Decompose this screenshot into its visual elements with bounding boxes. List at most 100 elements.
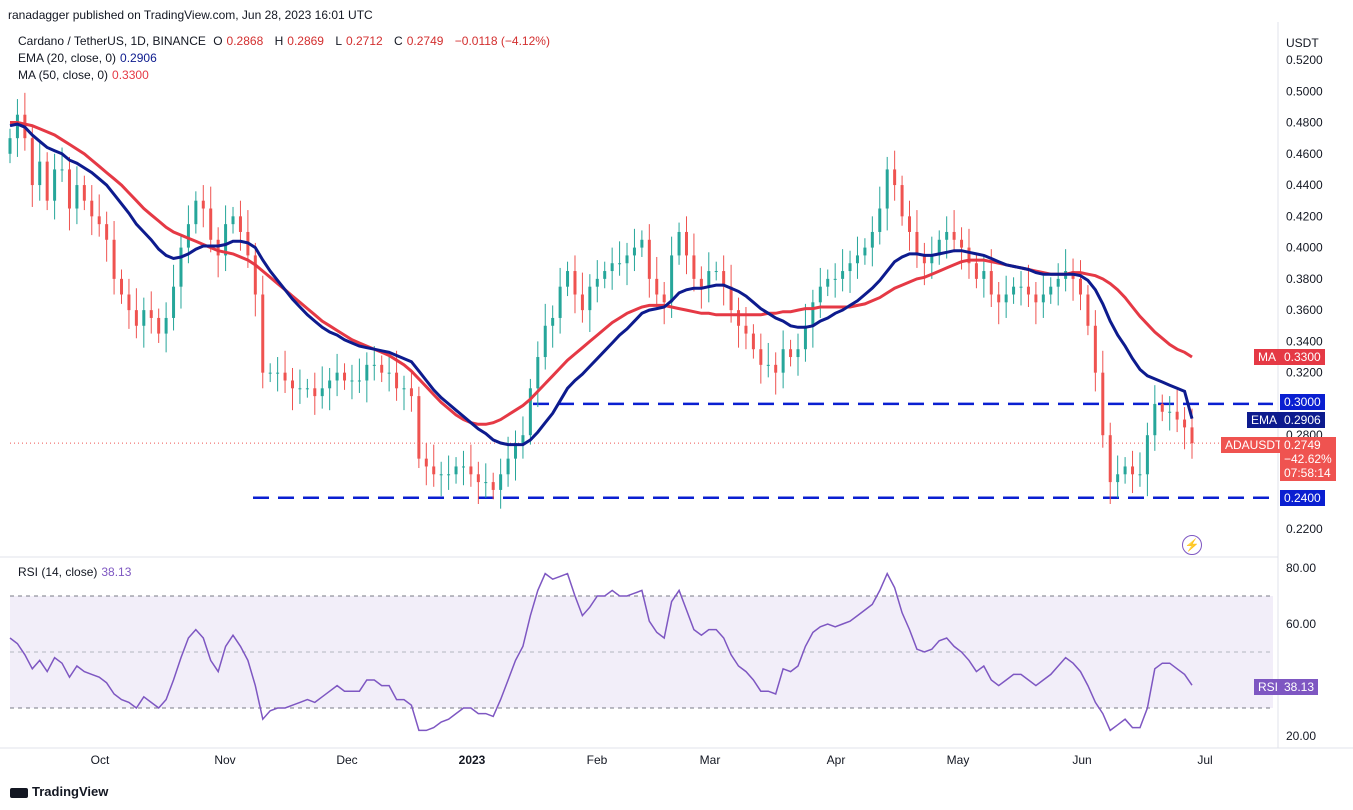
candle-body xyxy=(298,388,302,390)
candle-body xyxy=(395,372,399,389)
ma-legend[interactable]: MA (50, close, 0) 0.3300 xyxy=(18,68,149,82)
candle-body xyxy=(930,255,934,264)
candle-body xyxy=(1168,411,1172,413)
price-tick-label: 0.4200 xyxy=(1286,209,1323,223)
tv-logo-icon xyxy=(10,787,28,798)
candle-body xyxy=(514,443,518,459)
rsi-tick-label: 20.00 xyxy=(1286,729,1316,743)
candle-body xyxy=(1160,403,1164,412)
candle-body xyxy=(1012,286,1016,295)
candle-body xyxy=(105,224,109,240)
candle-body xyxy=(647,239,651,279)
rsi-tick-label: 80.00 xyxy=(1286,561,1316,575)
candle-body xyxy=(313,388,317,397)
candle-body xyxy=(261,294,265,373)
candle-body xyxy=(1034,294,1038,303)
candle-body xyxy=(1183,419,1187,428)
candle-body xyxy=(997,294,1001,303)
candle-body xyxy=(357,380,361,382)
candle-body xyxy=(826,278,830,287)
ema-legend[interactable]: EMA (20, close, 0) 0.2906 xyxy=(18,51,157,65)
candle-body xyxy=(774,364,778,373)
candle-body xyxy=(499,474,503,490)
candle-body xyxy=(841,271,845,279)
price-tag-change: −42.62% xyxy=(1284,452,1332,466)
candle-body xyxy=(1138,474,1142,476)
candle-body xyxy=(1019,286,1023,288)
candle-body xyxy=(268,372,272,374)
candle-body xyxy=(231,216,235,225)
candle-body xyxy=(699,278,703,287)
close-value: 0.2749 xyxy=(406,34,444,48)
candle-body xyxy=(97,216,101,225)
candle-body xyxy=(201,200,205,209)
time-label: Apr xyxy=(827,753,846,767)
candle-body xyxy=(960,239,964,248)
price-tick-label: 0.4800 xyxy=(1286,116,1323,130)
candle-body xyxy=(1145,435,1149,475)
candle-body xyxy=(1093,325,1097,373)
candle-body xyxy=(209,208,213,240)
candle-body xyxy=(164,317,168,334)
candle-body xyxy=(833,278,837,280)
candle-body xyxy=(30,138,34,186)
candle-body xyxy=(610,263,614,272)
lightning-icon[interactable]: ⚡ xyxy=(1182,535,1202,555)
level-300-tag: 0.3000 xyxy=(1280,394,1325,410)
ma-tag-label: MA xyxy=(1254,349,1280,365)
candle-body xyxy=(618,263,622,265)
candle-body xyxy=(766,364,770,366)
candle-body xyxy=(1056,278,1060,287)
candle-body xyxy=(900,185,904,217)
candle-body xyxy=(82,185,86,201)
time-label: Jun xyxy=(1072,753,1091,767)
candle-body xyxy=(45,161,49,201)
candle-body xyxy=(1131,466,1135,475)
candle-body xyxy=(603,271,607,279)
candle-body xyxy=(967,247,971,264)
change-value: −0.0118 (−4.12%) xyxy=(454,34,550,48)
candle-body xyxy=(290,380,294,389)
price-tick-label: 0.4000 xyxy=(1286,241,1323,255)
candle-body xyxy=(1190,427,1194,444)
symbol-name[interactable]: Cardano / TetherUS, 1D, BINANCE xyxy=(18,34,206,48)
price-tag-value: 0.2749 xyxy=(1284,438,1321,452)
level-240-tag: 0.2400 xyxy=(1280,490,1325,506)
open-value: 0.2868 xyxy=(226,34,264,48)
time-label: Oct xyxy=(91,753,110,767)
ohlc-legend: Cardano / TetherUS, 1D, BINANCE O 0.2868 … xyxy=(18,34,550,48)
candle-body xyxy=(1175,411,1179,420)
low-value: 0.2712 xyxy=(346,34,383,48)
candle-body xyxy=(1049,286,1053,295)
candle-body xyxy=(632,247,636,256)
candle-body xyxy=(476,474,480,483)
candle-body xyxy=(283,372,287,381)
candle-body xyxy=(922,255,926,264)
ema-value: 0.2906 xyxy=(120,51,157,65)
tradingview-logo[interactable]: TradingView xyxy=(10,784,108,799)
candle-body xyxy=(588,286,592,311)
candle-body xyxy=(120,278,124,295)
candle-body xyxy=(238,216,242,232)
candle-body xyxy=(863,247,867,256)
candle-body xyxy=(506,458,510,475)
candle-body xyxy=(179,247,183,287)
ema-tag-value: 0.2906 xyxy=(1280,412,1325,428)
candle-body xyxy=(655,278,659,295)
candle-body xyxy=(439,474,443,476)
ma-value: 0.3300 xyxy=(112,68,149,82)
high-value: 0.2869 xyxy=(287,34,324,48)
candle-body xyxy=(751,333,755,350)
candle-body xyxy=(1086,294,1090,326)
candle-body xyxy=(1026,286,1030,295)
candle-body xyxy=(714,271,718,273)
candle-body xyxy=(692,255,696,279)
rsi-legend[interactable]: RSI (14, close) 38.13 xyxy=(18,565,132,579)
candle-body xyxy=(454,466,458,475)
candle-body xyxy=(908,216,912,232)
candle-body xyxy=(893,169,897,186)
candle-body xyxy=(417,396,421,459)
currency-label: USDT xyxy=(1286,36,1319,50)
time-label: May xyxy=(947,753,970,767)
